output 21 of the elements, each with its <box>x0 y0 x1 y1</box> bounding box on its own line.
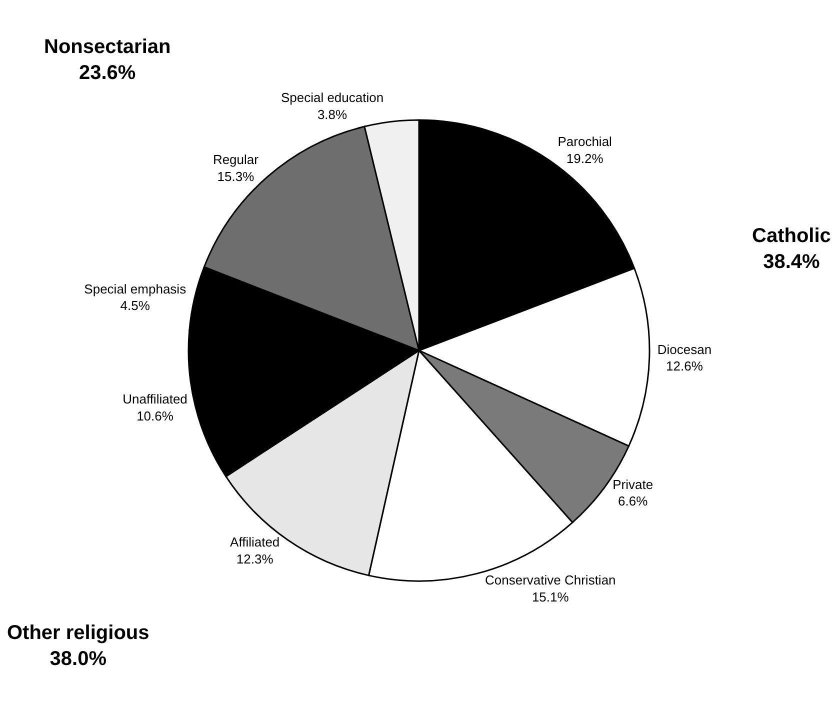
data-label: 15.3% <box>217 169 255 184</box>
slice-label: Unaffiliated <box>122 391 188 406</box>
text: Catholic 38.4% <box>752 225 831 273</box>
data-label: 3.8% <box>317 106 348 122</box>
data-label: 4.5% <box>120 298 150 314</box>
slice-label: Affiliated <box>230 534 280 550</box>
data-label: 10.6% <box>136 408 174 424</box>
slice-label: Private <box>612 476 654 492</box>
data-label: 19.2% <box>566 150 604 166</box>
data-label: 15.1% <box>532 589 570 604</box>
slice-label: Diocesan <box>657 342 712 357</box>
text: Nonsectarian 23.6% <box>44 36 171 84</box>
data-label: 6.6% <box>618 494 648 509</box>
slice-label: Special emphasis <box>84 281 187 296</box>
slice-label: Regular <box>212 152 260 168</box>
slice-label: Conservative Christian <box>485 572 616 588</box>
slice-label: Parochial <box>558 134 612 149</box>
slice-label: Special education <box>280 90 384 105</box>
data-label: 12.3% <box>236 552 274 567</box>
text: Other religious 38.0% <box>7 622 150 670</box>
data-label: 12.6% <box>666 358 704 374</box>
